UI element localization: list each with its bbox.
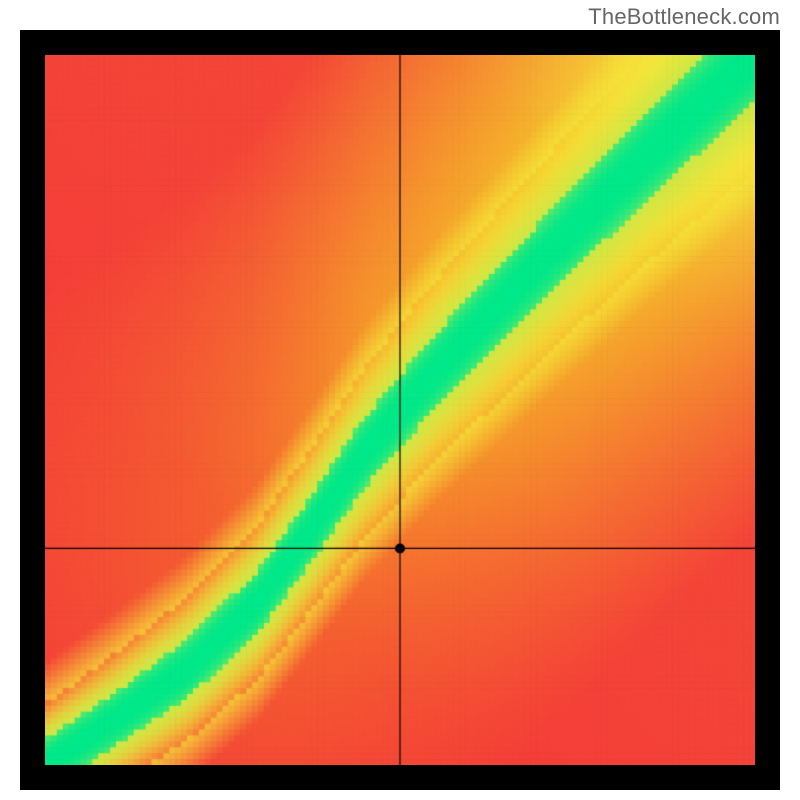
heatmap-canvas bbox=[45, 55, 755, 765]
watermark-text: TheBottleneck.com bbox=[588, 4, 780, 30]
plot-frame-black-border bbox=[20, 30, 780, 790]
chart-container: TheBottleneck.com bbox=[0, 0, 800, 800]
